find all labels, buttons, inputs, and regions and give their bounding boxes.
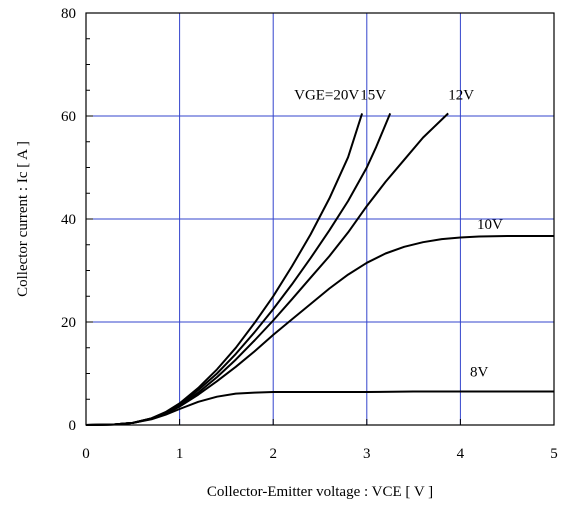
label-layer: 0 1 2 3 4 5 0 20 40 60 80 VGE=20V 15V 12V 10V 8V bbox=[61, 6, 558, 462]
y-tick-label: 20 bbox=[61, 315, 76, 331]
series-line bbox=[85, 113, 392, 426]
curve-label: 10V bbox=[477, 217, 503, 233]
x-tick-label: 2 bbox=[269, 446, 277, 462]
x-tick-label: 1 bbox=[176, 446, 184, 462]
y-axis-title: Collector current : Ic [ A ] bbox=[15, 141, 31, 297]
grid-layer bbox=[86, 13, 554, 425]
x-tick-label: 5 bbox=[550, 446, 558, 462]
series-line bbox=[85, 390, 554, 426]
curve-label: VGE=20V bbox=[294, 87, 359, 103]
tick-layer bbox=[85, 12, 555, 426]
series-line bbox=[85, 235, 554, 426]
curve-label: 12V bbox=[448, 87, 474, 103]
x-tick-label: 4 bbox=[457, 446, 465, 462]
x-tick-label: 3 bbox=[363, 446, 371, 462]
y-tick-label: 40 bbox=[61, 212, 76, 228]
series-line bbox=[85, 112, 449, 426]
y-tick-label: 80 bbox=[61, 6, 76, 22]
curve-label: 8V bbox=[470, 365, 489, 381]
curve-label: 15V bbox=[360, 87, 386, 103]
series-line bbox=[85, 113, 364, 426]
y-tick-label: 60 bbox=[61, 109, 76, 125]
x-tick-label: 0 bbox=[82, 446, 90, 462]
curve-layer bbox=[85, 112, 554, 426]
y-tick-label: 0 bbox=[69, 418, 77, 434]
x-axis-title: Collector-Emitter voltage : VCE [ V ] bbox=[207, 484, 433, 500]
